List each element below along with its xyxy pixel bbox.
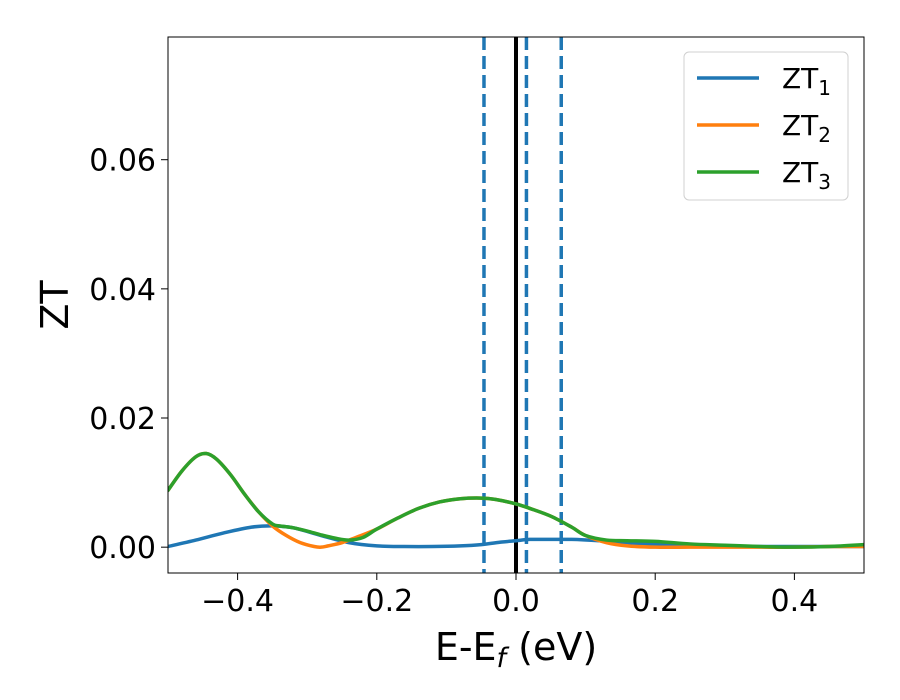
legend: ZT1 ZT2 ZT3 (683, 51, 849, 201)
x-axis: −0.4 −0.2 0.0 0.2 0.4 (201, 573, 818, 619)
legend-label-zt1: ZT1 (782, 62, 831, 100)
legend-label-zt2: ZT2 (782, 109, 831, 147)
reference-lines (482, 37, 563, 573)
series-line-zt3 (168, 451, 864, 549)
x-axis-label: E-Ef (eV) (435, 625, 597, 674)
y-axis: 0.00 0.02 0.04 0.06 (89, 144, 168, 566)
x-tick-label: 0.4 (771, 584, 819, 619)
y-tick-label: 0.04 (89, 273, 156, 308)
x-tick-label: 0.2 (631, 584, 679, 619)
y-tick-label: 0.00 (89, 531, 156, 566)
legend-label-zt3: ZT3 (782, 156, 831, 194)
y-axis-label: ZT (33, 280, 77, 330)
x-tick-label: 0.0 (492, 584, 540, 619)
y-tick-label: 0.02 (89, 402, 156, 437)
x-tick-label: −0.2 (340, 584, 413, 619)
legend-box (683, 51, 849, 201)
x-tick-label: −0.4 (201, 584, 274, 619)
series-lines (168, 451, 864, 550)
y-tick-label: 0.06 (89, 144, 156, 179)
